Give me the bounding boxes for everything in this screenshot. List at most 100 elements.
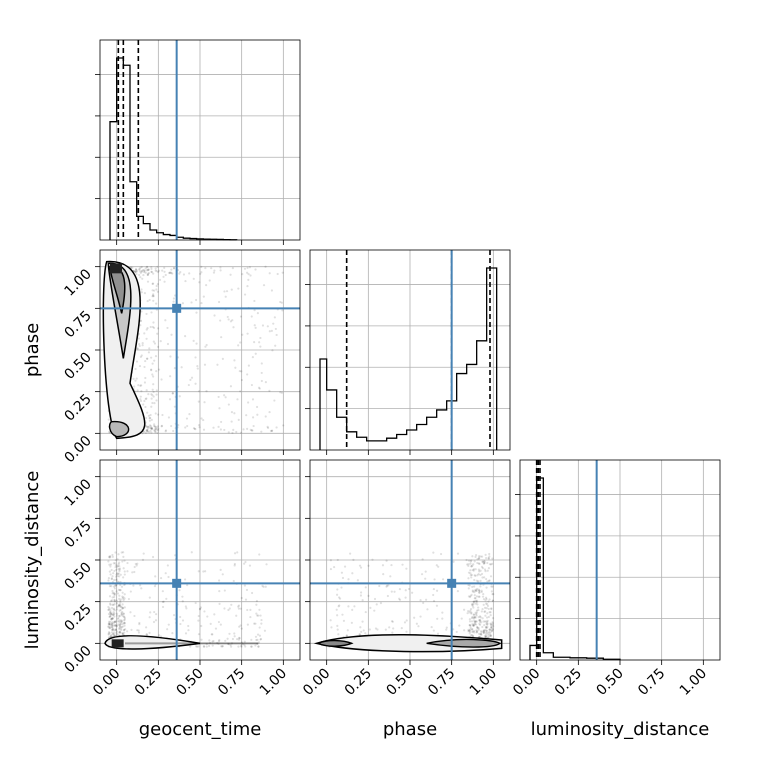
sample-point	[480, 565, 484, 568]
sample-point	[111, 617, 115, 620]
sample-point	[150, 270, 153, 273]
sample-point	[152, 294, 155, 297]
sample-point	[137, 337, 140, 340]
truth-marker	[447, 578, 457, 588]
sample-point	[376, 628, 379, 631]
sample-point	[120, 627, 123, 630]
sample-point	[432, 593, 435, 597]
sample-point	[336, 614, 339, 617]
sample-point	[114, 620, 117, 623]
sample-point	[160, 378, 163, 381]
sample-point	[345, 634, 348, 638]
sample-point	[482, 593, 485, 596]
sample-point	[405, 567, 408, 570]
sample-point	[250, 591, 254, 595]
sample-point	[262, 284, 266, 287]
sample-point	[123, 573, 126, 576]
sample-point	[240, 378, 244, 382]
sample-point	[109, 555, 112, 559]
sample-point	[475, 631, 479, 634]
sample-point	[350, 621, 353, 624]
sample-point	[243, 293, 247, 296]
sample-point	[181, 600, 184, 603]
sample-point	[482, 603, 485, 606]
sample-point	[487, 579, 491, 582]
sample-point	[154, 269, 157, 272]
sample-point	[144, 424, 148, 427]
sample-point	[255, 599, 259, 603]
sample-point	[474, 574, 477, 577]
sample-point	[281, 271, 284, 274]
sample-point	[273, 316, 276, 319]
sample-point	[485, 586, 488, 589]
sample-point	[135, 272, 138, 276]
sample-point	[237, 645, 240, 648]
sample-point	[485, 616, 489, 619]
sample-point	[243, 562, 246, 565]
sample-point	[110, 631, 114, 634]
sample-point	[474, 620, 477, 623]
sample-point	[111, 592, 114, 595]
sample-point	[136, 629, 139, 632]
x-tick-label: 0.00	[90, 666, 123, 699]
sample-point	[256, 614, 259, 617]
sample-point	[206, 615, 209, 618]
sample-point	[475, 599, 478, 602]
sample-point	[260, 430, 263, 433]
sample-point	[227, 318, 230, 321]
sample-point	[255, 612, 258, 615]
sample-point	[333, 565, 336, 569]
sample-point	[107, 633, 110, 636]
sample-point	[483, 623, 486, 627]
sample-point	[473, 613, 476, 616]
sample-point	[108, 623, 112, 626]
sample-point	[205, 645, 208, 648]
sample-point	[111, 596, 114, 599]
sample-point	[475, 620, 478, 623]
sample-point	[118, 564, 121, 568]
x-tick-label: 0.25	[342, 666, 375, 699]
sample-point	[203, 363, 207, 366]
sample-point	[117, 588, 120, 591]
sample-point	[120, 585, 124, 588]
sample-point	[223, 607, 226, 610]
sample-point	[171, 392, 174, 395]
sample-point	[481, 560, 484, 563]
sample-point	[227, 608, 230, 612]
sample-point	[146, 273, 149, 276]
sample-point	[479, 619, 482, 622]
sample-point	[155, 426, 158, 429]
sample-point	[152, 293, 155, 296]
grid-lines	[100, 460, 300, 660]
sample-point	[221, 645, 224, 648]
sample-point	[474, 555, 477, 559]
sample-point	[417, 625, 420, 628]
sample-point	[473, 574, 476, 577]
sample-point	[336, 588, 339, 591]
sample-point	[164, 572, 167, 575]
sample-point	[146, 427, 150, 430]
sample-point	[111, 617, 114, 620]
sample-point	[237, 418, 240, 421]
sample-point	[162, 275, 165, 278]
sample-point	[236, 638, 239, 641]
sample-point	[189, 645, 192, 648]
sample-point	[335, 593, 339, 596]
y-tick-label: 0.25	[61, 391, 94, 424]
sample-point	[150, 418, 153, 421]
sample-point	[279, 300, 282, 304]
sample-point	[144, 271, 147, 274]
sample-point	[157, 270, 160, 274]
sample-point	[480, 631, 483, 634]
sample-point	[108, 627, 112, 630]
sample-point	[468, 584, 471, 587]
sample-point	[114, 565, 117, 569]
sample-point	[121, 597, 124, 600]
sample-point	[111, 628, 114, 631]
contour-lower	[108, 420, 130, 438]
sample-point	[192, 427, 196, 430]
sample-point	[384, 628, 387, 631]
sample-point	[260, 622, 263, 625]
sample-point	[154, 619, 158, 622]
sample-point	[258, 608, 261, 611]
